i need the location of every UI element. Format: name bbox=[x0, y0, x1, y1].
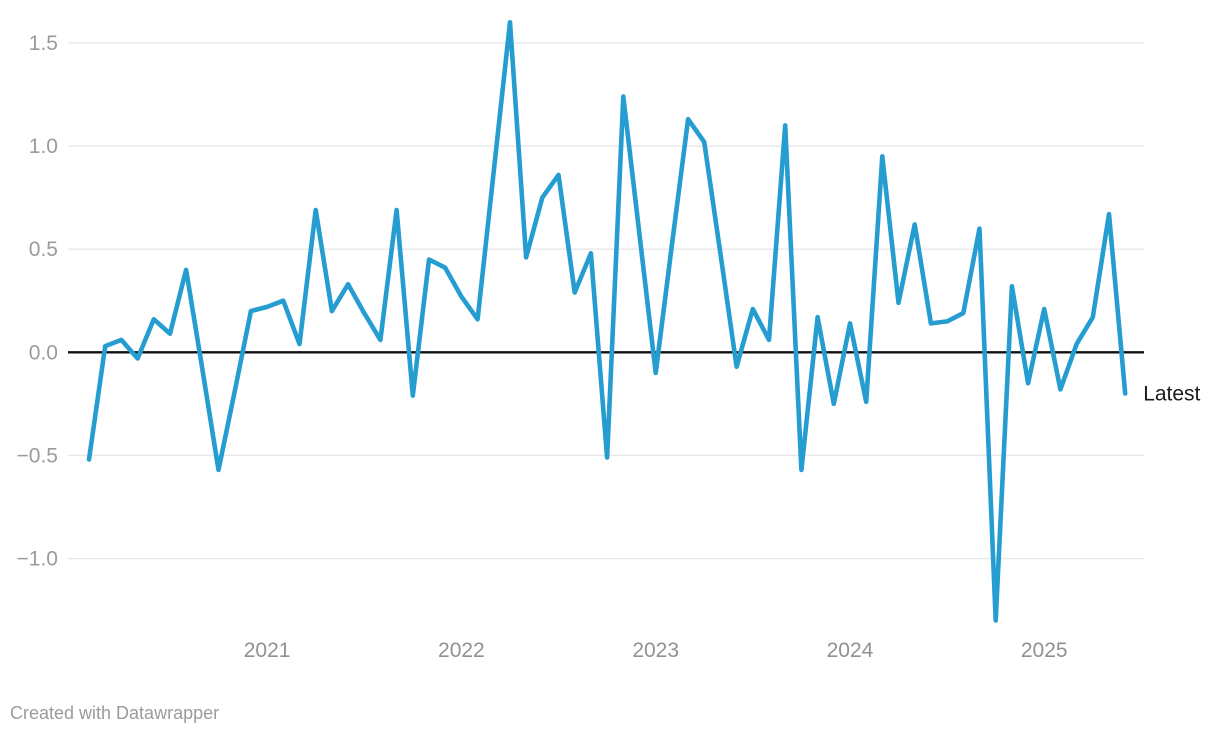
datawrapper-attribution: Created with Datawrapper bbox=[10, 703, 220, 723]
y-axis-labels: 1.5 1.0 0.5 0.0 −0.5 −1.0 bbox=[17, 32, 58, 571]
y-tick-label: 1.5 bbox=[29, 32, 58, 55]
y-tick-label: 1.0 bbox=[29, 135, 58, 158]
x-tick-label: 2024 bbox=[827, 639, 874, 662]
x-tick-label: 2023 bbox=[632, 639, 679, 662]
data-series-line[interactable] bbox=[86, 19, 1128, 623]
y-tick-label: 0.0 bbox=[29, 341, 58, 364]
x-tick-label: 2022 bbox=[438, 639, 485, 662]
y-tick-label: −0.5 bbox=[17, 444, 58, 467]
latest-annotation: Latest bbox=[1143, 383, 1200, 406]
y-tick-label: −1.0 bbox=[17, 548, 58, 571]
y-tick-label: 0.5 bbox=[29, 238, 58, 261]
x-tick-label: 2021 bbox=[244, 639, 291, 662]
x-tick-label: 2025 bbox=[1021, 639, 1068, 662]
x-axis-labels: 2021 2022 2023 2024 2025 bbox=[244, 639, 1068, 662]
